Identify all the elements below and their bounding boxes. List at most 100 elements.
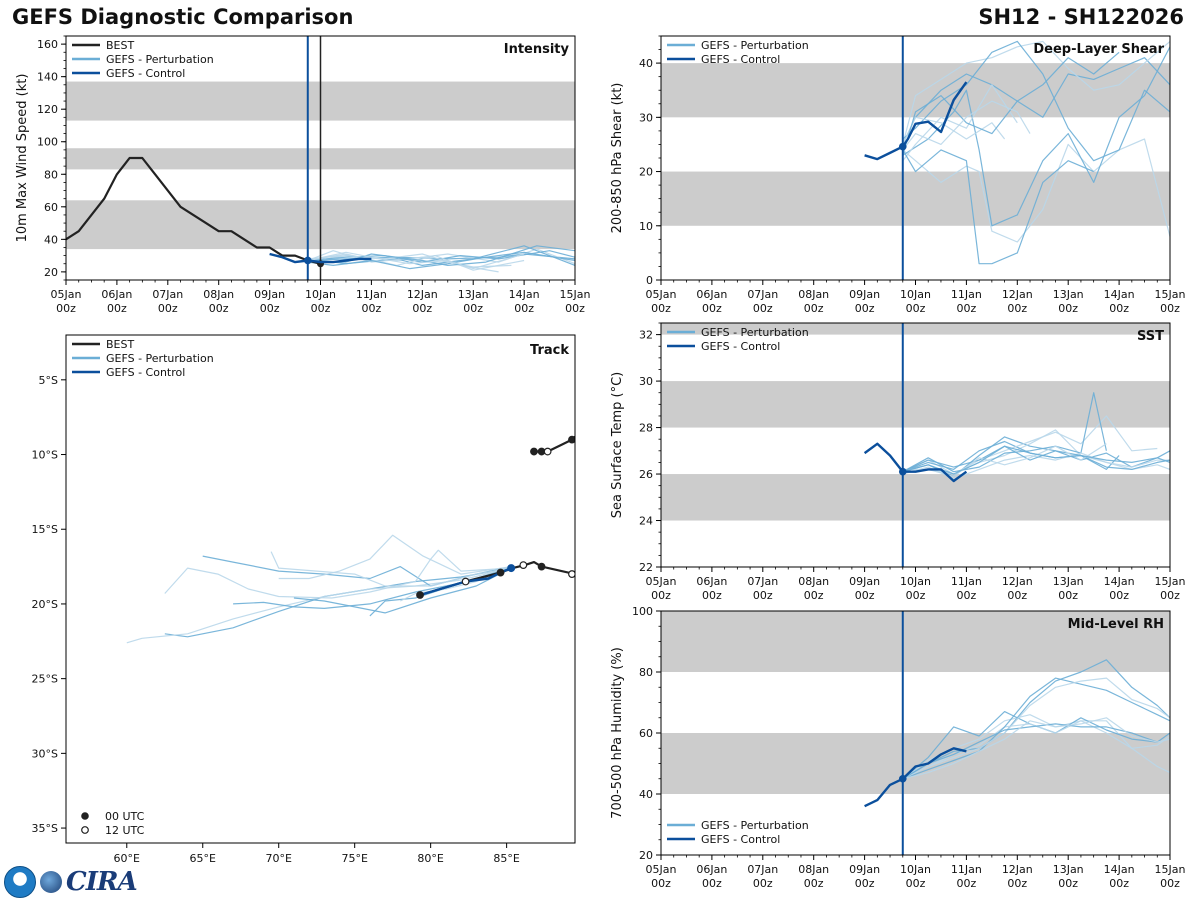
- y-tick-label: 60: [639, 727, 653, 740]
- x-tick-label: 60°E: [114, 852, 140, 865]
- x-tick-hour: 00z: [651, 877, 671, 890]
- x-tick-date: 05Jan: [51, 288, 82, 301]
- legend-label-control: GEFS - Control: [701, 53, 780, 66]
- perturbation-line-2: [902, 429, 1170, 475]
- x-tick-hour: 00z: [1007, 877, 1027, 890]
- legend-label-control: GEFS - Control: [106, 67, 185, 80]
- perturbation-line-10: [902, 100, 1031, 151]
- y-axis-label-sst: Sea Surface Temp (°C): [610, 372, 625, 519]
- track-marker-00utc: [568, 435, 575, 444]
- legend-label-control: GEFS - Control: [701, 340, 780, 353]
- intensity-band-2: [661, 323, 1170, 335]
- x-tick-label: 75°E: [341, 852, 367, 865]
- x-tick-date: 10Jan: [900, 288, 931, 301]
- x-tick-hour: 00z: [1058, 877, 1078, 890]
- perturbation-line-5: [307, 250, 575, 263]
- x-tick-date: 06Jan: [696, 863, 727, 876]
- y-tick-label: 40: [639, 788, 653, 801]
- x-tick-hour: 00z: [906, 877, 926, 890]
- legend-marker-00utc: [81, 812, 89, 820]
- y-tick-label: 20: [639, 849, 653, 862]
- x-tick-hour: 00z: [1058, 302, 1078, 315]
- x-tick-date: 09Jan: [849, 863, 880, 876]
- legend-label-best: BEST: [106, 338, 134, 351]
- panel-rh: 2040608010005Jan00z06Jan00z07Jan00z08Jan…: [610, 605, 1185, 890]
- y-tick-label: 40: [639, 57, 653, 70]
- track-marker-00utc: [496, 568, 505, 577]
- earth-icon: [40, 871, 62, 893]
- y-tick-label: 26: [639, 468, 653, 481]
- cira-logo-text: CIRA: [66, 867, 138, 897]
- y-tick-label: 40: [44, 233, 58, 246]
- y-tick-label: 80: [44, 168, 58, 181]
- x-tick-date: 14Jan: [1104, 863, 1135, 876]
- x-tick-hour: 00z: [957, 877, 977, 890]
- y-tick-label: 24: [639, 515, 653, 528]
- perturbation-line-1: [902, 659, 1170, 780]
- x-tick-date: 10Jan: [900, 863, 931, 876]
- x-tick-date: 14Jan: [1104, 288, 1135, 301]
- plot-area-sst: [661, 323, 1170, 567]
- plot-area-shear: [661, 36, 1170, 280]
- legend-label-perturbation: GEFS - Perturbation: [701, 326, 809, 339]
- track-perturbation-7: [293, 567, 512, 614]
- x-tick-label: 65°E: [190, 852, 216, 865]
- x-tick-date: 13Jan: [1053, 863, 1084, 876]
- perturbation-line-3: [902, 440, 1120, 473]
- x-tick-hour: 00z: [1109, 302, 1129, 315]
- y-tick-label: 10°S: [32, 449, 58, 462]
- x-tick-hour: 00z: [1007, 302, 1027, 315]
- x-tick-hour: 00z: [158, 302, 178, 315]
- x-tick-hour: 00z: [702, 589, 722, 602]
- x-tick-date: 12Jan: [1002, 863, 1033, 876]
- panel-title-shear: Deep-Layer Shear: [1033, 42, 1164, 57]
- storm-id: SH12 - SH122026: [978, 5, 1184, 29]
- x-tick-hour: 00z: [362, 302, 382, 315]
- y-tick-label: 25°S: [32, 673, 58, 686]
- legend-marker-12utc: [81, 826, 89, 834]
- x-tick-date: 15Jan: [560, 288, 591, 301]
- x-tick-hour: 00z: [1007, 589, 1027, 602]
- legend-label-control: GEFS - Control: [106, 366, 185, 379]
- control-init-point: [898, 774, 907, 783]
- y-tick-label: 20: [44, 266, 58, 279]
- x-tick-hour: 00z: [56, 302, 76, 315]
- y-tick-label: 120: [37, 103, 58, 116]
- perturbation-line-5: [902, 392, 1107, 473]
- x-tick-date: 08Jan: [203, 288, 234, 301]
- y-tick-label: 30°S: [32, 747, 58, 760]
- panel-title-rh: Mid-Level RH: [1068, 617, 1164, 632]
- x-tick-hour: 00z: [753, 877, 773, 890]
- x-tick-date: 08Jan: [798, 863, 829, 876]
- y-tick-label: 0: [646, 274, 653, 287]
- x-tick-hour: 00z: [1160, 589, 1180, 602]
- x-tick-hour: 00z: [514, 302, 534, 315]
- x-tick-date: 15Jan: [1155, 288, 1186, 301]
- x-tick-label: 80°E: [417, 852, 443, 865]
- noaa-cira-logo: CIRA: [4, 866, 138, 898]
- perturbation-line-9: [902, 51, 1120, 156]
- intensity-band-1: [661, 63, 1170, 118]
- x-tick-date: 07Jan: [747, 575, 778, 588]
- y-tick-label: 10: [639, 220, 653, 233]
- legend-label-perturbation: GEFS - Perturbation: [106, 352, 214, 365]
- y-tick-label: 20: [639, 166, 653, 179]
- x-tick-hour: 00z: [804, 302, 824, 315]
- x-tick-hour: 00z: [311, 302, 331, 315]
- x-tick-hour: 00z: [463, 302, 483, 315]
- track-perturbation-10: [400, 567, 512, 602]
- y-tick-label: 60: [44, 201, 58, 214]
- panel-track: 60°E 65°E 70°E 75°E 80°E 85°E 5°S 10°S 15°S 20°S 2…: [32, 334, 576, 865]
- track-marker-00utc: [537, 562, 546, 571]
- track-perturbation-2: [126, 567, 512, 644]
- track-marker-12utc: [543, 447, 552, 456]
- legend-label-control: GEFS - Control: [701, 833, 780, 846]
- track-marker-00utc: [416, 591, 424, 599]
- x-tick-hour: 00z: [804, 877, 824, 890]
- plot-frame-track: [65, 334, 576, 844]
- x-tick-date: 05Jan: [646, 863, 677, 876]
- plot-frame-sst: [660, 322, 1171, 568]
- x-tick-hour: 00z: [1160, 877, 1180, 890]
- y-tick-label: 35°S: [32, 822, 58, 835]
